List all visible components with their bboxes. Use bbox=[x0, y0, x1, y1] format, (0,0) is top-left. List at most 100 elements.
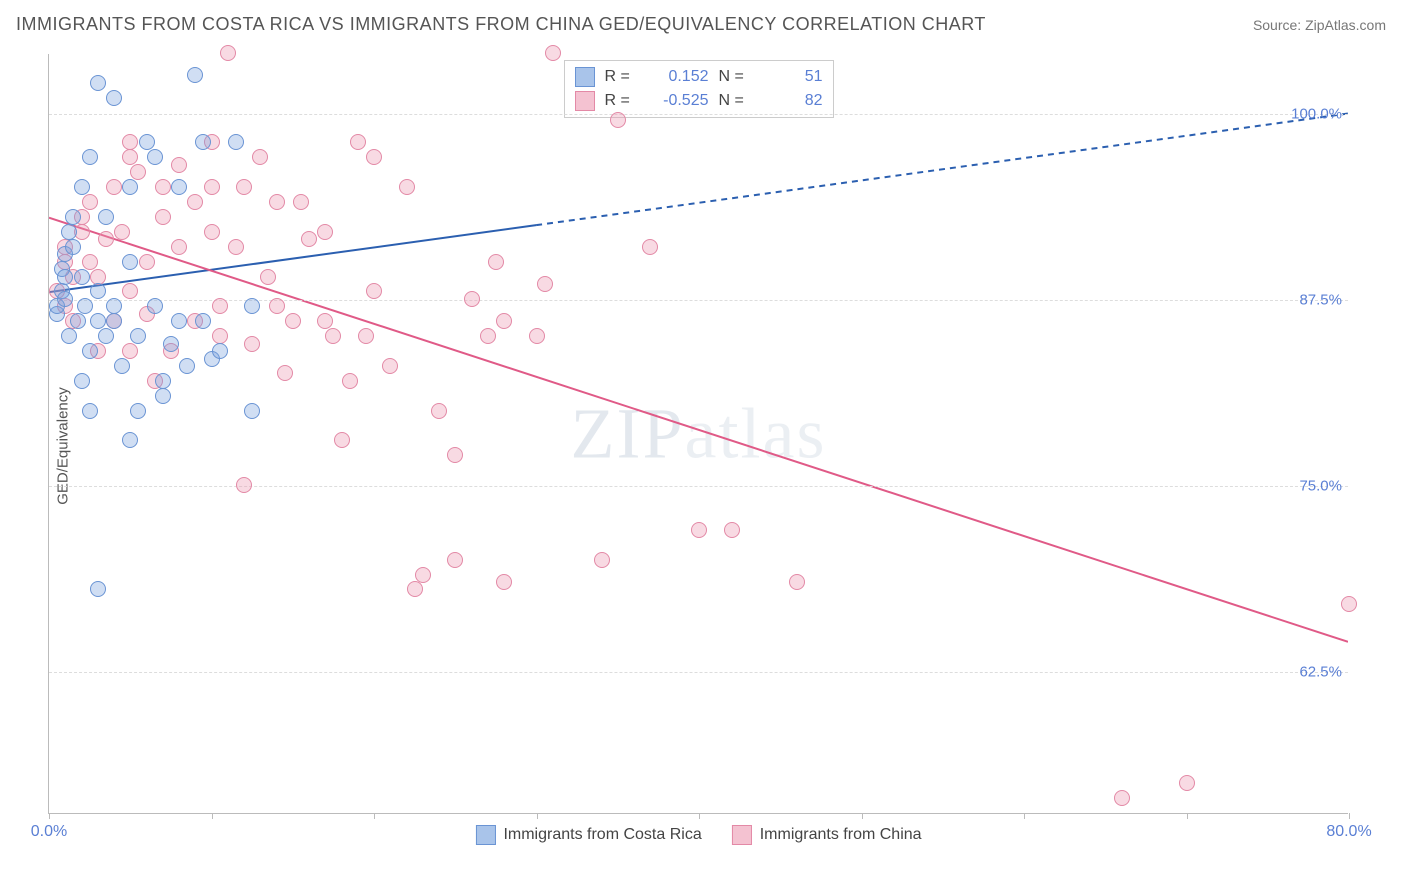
stats-row-costa-rica: R = 0.152 N = 51 bbox=[575, 65, 823, 89]
data-point-china bbox=[228, 239, 244, 255]
x-tick bbox=[1187, 813, 1188, 819]
data-point-china bbox=[204, 224, 220, 240]
data-point-costa-rica bbox=[57, 291, 73, 307]
data-point-costa-rica bbox=[244, 298, 260, 314]
data-point-china bbox=[260, 269, 276, 285]
n-value-costa-rica: 51 bbox=[763, 68, 823, 86]
data-point-costa-rica bbox=[187, 67, 203, 83]
data-point-costa-rica bbox=[130, 403, 146, 419]
data-point-china bbox=[529, 328, 545, 344]
y-tick-label: 62.5% bbox=[1299, 664, 1342, 681]
data-point-china bbox=[139, 254, 155, 270]
data-point-china bbox=[447, 447, 463, 463]
r-value-china: -0.525 bbox=[649, 92, 709, 110]
data-point-costa-rica bbox=[106, 90, 122, 106]
data-point-china bbox=[301, 231, 317, 247]
data-point-china bbox=[1179, 775, 1195, 791]
data-point-costa-rica bbox=[171, 179, 187, 195]
data-point-costa-rica bbox=[122, 432, 138, 448]
x-tick bbox=[862, 813, 863, 819]
n-label: N = bbox=[719, 92, 753, 110]
data-point-china bbox=[122, 134, 138, 150]
data-point-costa-rica bbox=[65, 239, 81, 255]
data-point-china bbox=[594, 552, 610, 568]
data-point-china bbox=[342, 373, 358, 389]
data-point-china bbox=[285, 313, 301, 329]
data-point-china bbox=[212, 328, 228, 344]
data-point-costa-rica bbox=[114, 358, 130, 374]
legend-label-costa-rica: Immigrants from Costa Rica bbox=[503, 826, 701, 844]
data-point-china bbox=[155, 179, 171, 195]
gridline bbox=[49, 672, 1348, 673]
data-point-china bbox=[366, 149, 382, 165]
data-point-china bbox=[269, 298, 285, 314]
y-tick-label: 87.5% bbox=[1299, 291, 1342, 308]
data-point-costa-rica bbox=[106, 313, 122, 329]
data-point-costa-rica bbox=[57, 269, 73, 285]
r-value-costa-rica: 0.152 bbox=[649, 68, 709, 86]
data-point-china bbox=[122, 149, 138, 165]
data-point-china bbox=[399, 179, 415, 195]
data-point-costa-rica bbox=[171, 313, 187, 329]
data-point-costa-rica bbox=[90, 581, 106, 597]
data-point-costa-rica bbox=[65, 209, 81, 225]
data-point-china bbox=[407, 581, 423, 597]
data-point-china bbox=[122, 283, 138, 299]
data-point-china bbox=[171, 239, 187, 255]
data-point-costa-rica bbox=[74, 373, 90, 389]
data-point-costa-rica bbox=[122, 254, 138, 270]
data-point-costa-rica bbox=[147, 298, 163, 314]
data-point-costa-rica bbox=[90, 75, 106, 91]
y-tick-label: 100.0% bbox=[1291, 105, 1342, 122]
stats-row-china: R = -0.525 N = 82 bbox=[575, 89, 823, 113]
data-point-china bbox=[496, 313, 512, 329]
data-point-costa-rica bbox=[212, 343, 228, 359]
data-point-china bbox=[537, 276, 553, 292]
data-point-china bbox=[488, 254, 504, 270]
data-point-china bbox=[204, 179, 220, 195]
data-point-china bbox=[431, 403, 447, 419]
data-point-costa-rica bbox=[155, 373, 171, 389]
n-label: N = bbox=[719, 68, 753, 86]
data-point-china bbox=[358, 328, 374, 344]
data-point-costa-rica bbox=[90, 283, 106, 299]
legend-swatch-costa-rica bbox=[475, 825, 495, 845]
x-tick bbox=[1349, 813, 1350, 819]
x-tick bbox=[374, 813, 375, 819]
data-point-china bbox=[82, 194, 98, 210]
data-point-china bbox=[317, 224, 333, 240]
data-point-china bbox=[293, 194, 309, 210]
data-point-costa-rica bbox=[179, 358, 195, 374]
data-point-costa-rica bbox=[61, 328, 77, 344]
data-point-china bbox=[114, 224, 130, 240]
data-point-costa-rica bbox=[195, 134, 211, 150]
data-point-costa-rica bbox=[82, 343, 98, 359]
data-point-china bbox=[236, 179, 252, 195]
gridline bbox=[49, 300, 1348, 301]
trend-lines-svg bbox=[49, 54, 1348, 813]
x-tick bbox=[1024, 813, 1025, 819]
data-point-china bbox=[1341, 596, 1357, 612]
data-point-china bbox=[1114, 790, 1130, 806]
x-tick-label: 0.0% bbox=[31, 823, 67, 841]
data-point-costa-rica bbox=[155, 388, 171, 404]
data-point-china bbox=[106, 179, 122, 195]
data-point-china bbox=[382, 358, 398, 374]
x-tick bbox=[699, 813, 700, 819]
data-point-costa-rica bbox=[90, 313, 106, 329]
data-point-costa-rica bbox=[244, 403, 260, 419]
data-point-china bbox=[610, 112, 626, 128]
data-point-china bbox=[789, 574, 805, 590]
legend-item-china: Immigrants from China bbox=[732, 825, 922, 845]
data-point-china bbox=[545, 45, 561, 61]
correlation-stats-box: R = 0.152 N = 51 R = -0.525 N = 82 bbox=[564, 60, 834, 118]
gridline bbox=[49, 114, 1348, 115]
data-point-china bbox=[244, 336, 260, 352]
y-tick-label: 75.0% bbox=[1299, 478, 1342, 495]
data-point-costa-rica bbox=[82, 149, 98, 165]
data-point-china bbox=[82, 254, 98, 270]
data-point-costa-rica bbox=[77, 298, 93, 314]
data-point-costa-rica bbox=[122, 179, 138, 195]
data-point-costa-rica bbox=[195, 313, 211, 329]
chart-plot-area: ZIPatlas R = 0.152 N = 51 R = -0.525 N =… bbox=[48, 54, 1348, 814]
